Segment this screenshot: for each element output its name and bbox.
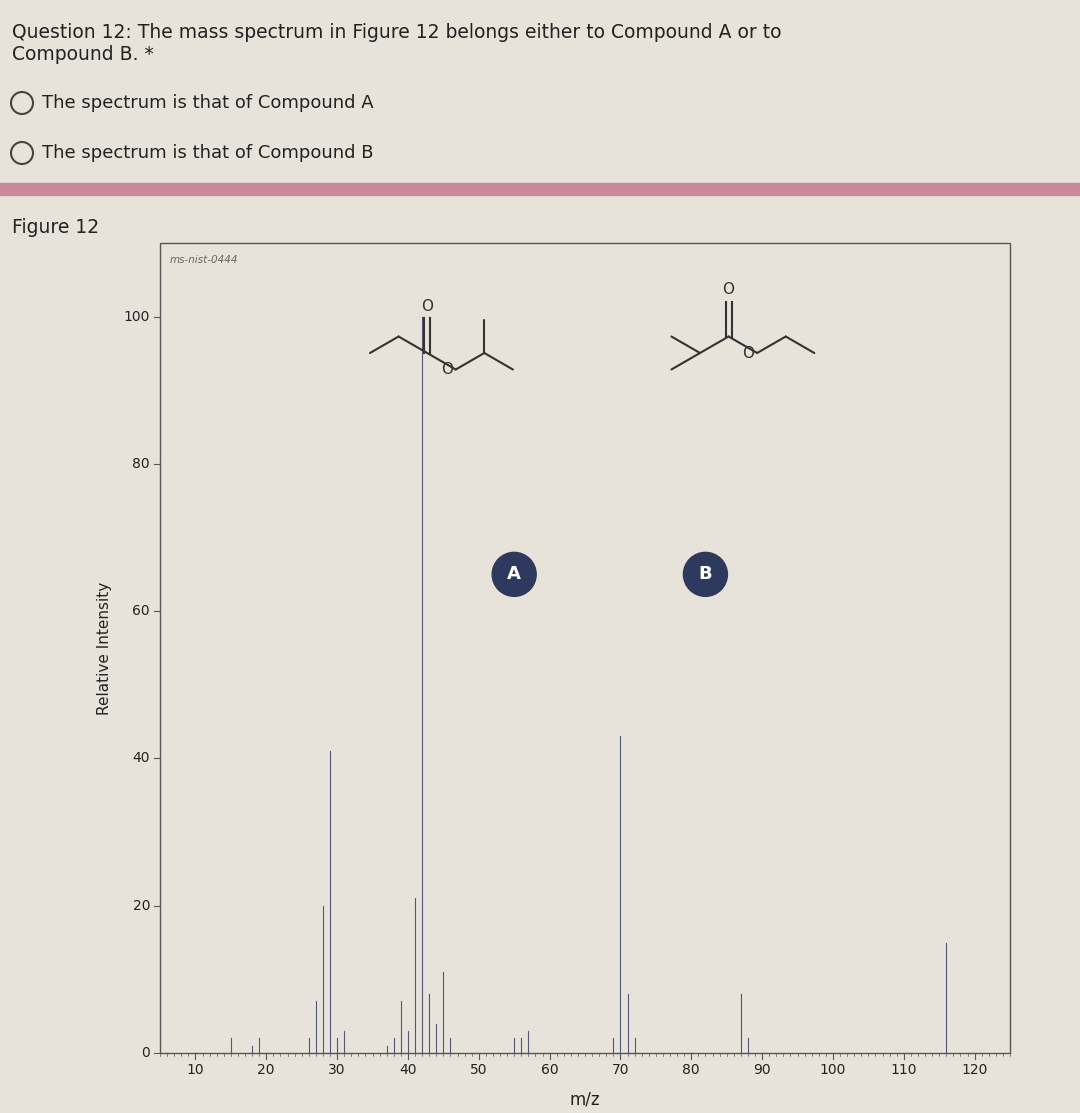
Text: Relative Intensity: Relative Intensity [97, 581, 112, 715]
Text: ms-nist-0444: ms-nist-0444 [170, 255, 239, 265]
Text: m/z: m/z [569, 1091, 600, 1109]
Text: Figure 12: Figure 12 [12, 218, 99, 237]
Bar [160, 243, 1010, 1053]
Text: The spectrum is that of Compound A: The spectrum is that of Compound A [42, 93, 374, 112]
Text: 90: 90 [753, 1063, 771, 1077]
Text: 10: 10 [187, 1063, 204, 1077]
Text: 50: 50 [470, 1063, 487, 1077]
Text: O: O [441, 362, 453, 377]
Text: 70: 70 [611, 1063, 630, 1077]
Text: O: O [742, 345, 754, 361]
Text: Compound B. *: Compound B. * [12, 45, 153, 65]
Text: The spectrum is that of Compound B: The spectrum is that of Compound B [42, 144, 374, 162]
Text: 100: 100 [820, 1063, 846, 1077]
Text: 110: 110 [891, 1063, 917, 1077]
Text: O: O [723, 283, 734, 297]
Text: 100: 100 [123, 309, 150, 324]
Text: 20: 20 [257, 1063, 275, 1077]
Text: A: A [508, 565, 522, 583]
Text: 30: 30 [328, 1063, 346, 1077]
Text: 80: 80 [683, 1063, 700, 1077]
Text: 60: 60 [541, 1063, 558, 1077]
Text: 20: 20 [133, 898, 150, 913]
Text: Question 12: The mass spectrum in Figure 12 belongs either to Compound A or to: Question 12: The mass spectrum in Figure… [12, 23, 782, 42]
Text: O: O [421, 299, 433, 314]
Circle shape [684, 552, 728, 597]
Text: 40: 40 [400, 1063, 417, 1077]
Bar [0, 183, 1080, 195]
Text: 60: 60 [133, 604, 150, 618]
Text: 0: 0 [141, 1046, 150, 1060]
Text: B: B [699, 565, 712, 583]
Text: 40: 40 [133, 751, 150, 766]
Text: 120: 120 [961, 1063, 988, 1077]
Text: 80: 80 [133, 457, 150, 471]
Circle shape [492, 552, 536, 597]
